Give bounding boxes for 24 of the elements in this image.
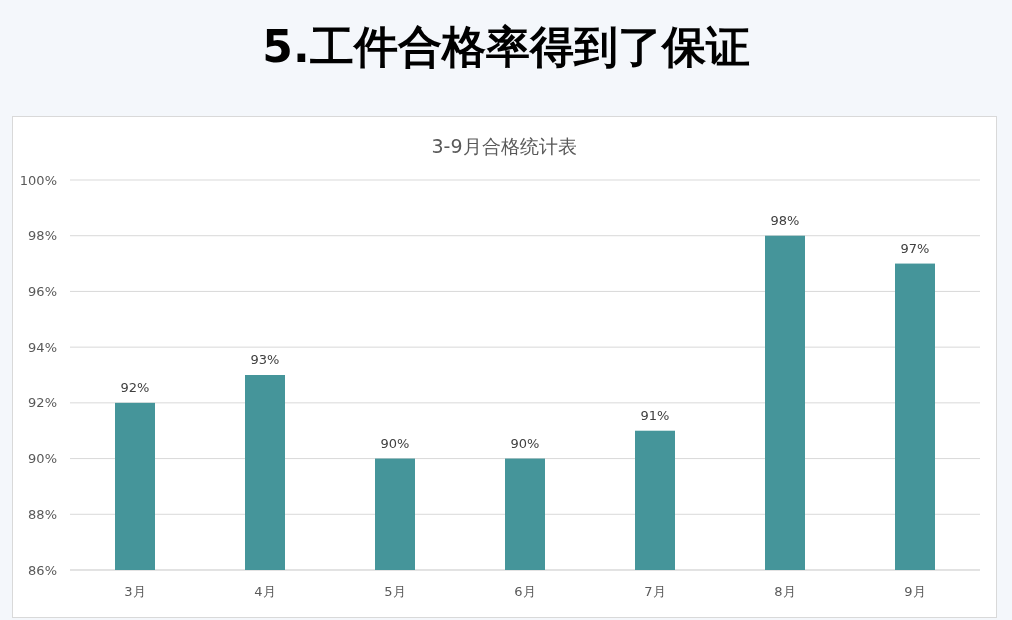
x-tick-label: 6月 <box>514 584 536 599</box>
x-tick-label: 8月 <box>774 584 796 599</box>
chart-subtitle: 3-9月合格统计表 <box>431 135 577 157</box>
y-tick-label: 86% <box>28 562 57 578</box>
x-tick-label: 3月 <box>124 584 146 599</box>
y-tick-label: 92% <box>28 395 57 411</box>
y-tick-label: 88% <box>28 506 57 522</box>
x-tick-label: 4月 <box>254 584 276 599</box>
x-tick-label: 5月 <box>384 584 406 599</box>
x-tick-label: 7月 <box>644 584 666 599</box>
chart-title: 5.工件合格率得到了保证 <box>262 21 750 72</box>
x-tick-label: 9月 <box>904 584 926 599</box>
data-label: 90% <box>380 435 410 451</box>
y-tick-label: 96% <box>28 283 57 299</box>
y-tick-label: 98% <box>28 228 57 244</box>
data-label: 92% <box>120 379 150 395</box>
data-label: 98% <box>770 212 800 228</box>
y-tick-label: 100% <box>19 172 57 188</box>
y-tick-label: 94% <box>28 339 57 355</box>
data-label: 97% <box>900 240 930 256</box>
data-label: 90% <box>510 435 540 451</box>
data-label: 91% <box>640 407 670 423</box>
data-label: 93% <box>250 352 280 367</box>
y-tick-label: 90% <box>28 451 57 467</box>
